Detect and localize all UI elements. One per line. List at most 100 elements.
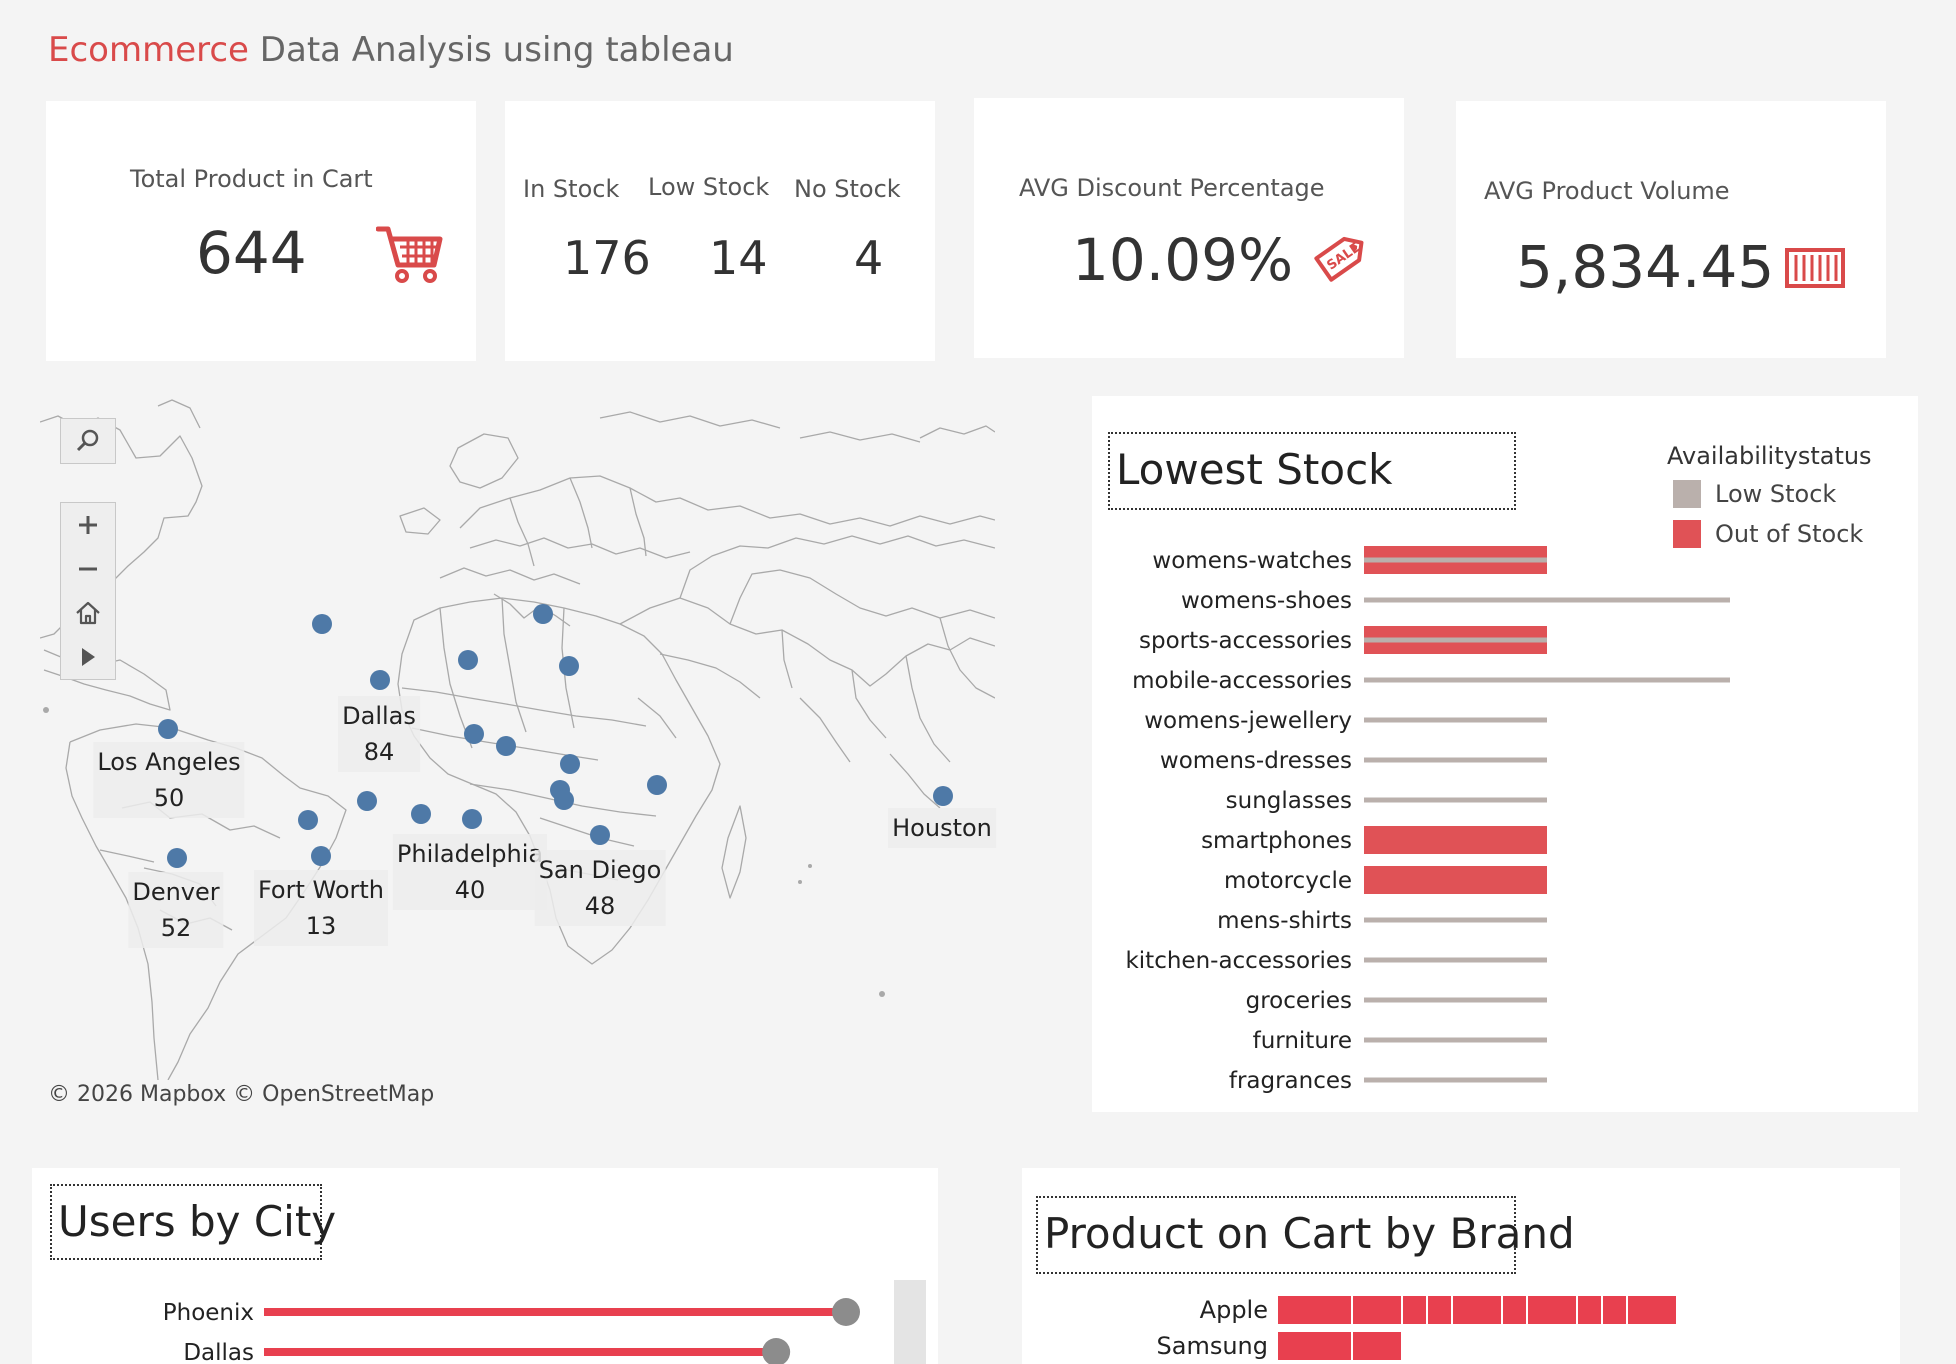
bar-out-of-stock[interactable]: [1364, 826, 1547, 854]
map-dot[interactable]: [158, 719, 178, 739]
map-label-value: 52: [160, 914, 192, 942]
map-dot[interactable]: [311, 846, 331, 866]
map-dot[interactable]: [464, 724, 484, 744]
brand-bar-segment[interactable]: [1353, 1296, 1401, 1324]
brand-bar-segment[interactable]: [1528, 1296, 1576, 1324]
map-credit: © 2026 Mapbox © OpenStreetMap: [48, 1082, 435, 1107]
lowest-stock-panel: Lowest Stock Availabilitystatus Low Stoc…: [1092, 396, 1918, 1112]
zoom-in-icon[interactable]: [61, 503, 115, 547]
kpi-card-discount: AVG Discount Percentage 10.09% SALE: [974, 98, 1404, 358]
bar-low-stock[interactable]: [1364, 677, 1730, 683]
map-dot[interactable]: [411, 804, 431, 824]
bar-low-stock[interactable]: [1364, 1037, 1547, 1043]
users-by-city-panel: Users by City Phoenix Dallas: [32, 1168, 938, 1364]
users-by-city-title: Users by City: [50, 1184, 336, 1260]
legend-swatch-out-of-stock: [1673, 520, 1701, 548]
kpi-discount-label: AVG Discount Percentage: [1019, 174, 1325, 202]
bar-low-stock[interactable]: [1364, 957, 1547, 963]
map-panel[interactable]: Dallas 84 Los Angeles 50 Denver 52 Fort …: [40, 398, 996, 1080]
map-label-value: 48: [584, 892, 616, 920]
map-dot[interactable]: [933, 786, 953, 806]
bar-low-stock[interactable]: [1364, 597, 1730, 603]
brand-bar-segment[interactable]: [1403, 1296, 1426, 1324]
bar-low-stock[interactable]: [1364, 757, 1547, 763]
city-bar[interactable]: [264, 1348, 777, 1356]
kpi-volume-label: AVG Product Volume: [1484, 177, 1730, 205]
bar-low-stock[interactable]: [1364, 797, 1547, 803]
kpi-cart-value: 644: [196, 219, 307, 287]
brand-bar-segment[interactable]: [1603, 1296, 1626, 1324]
brand-chart: Apple Samsung: [1157, 1296, 1676, 1360]
city-bar-end-marker[interactable]: [832, 1298, 860, 1326]
map-dot[interactable]: [357, 791, 377, 811]
map-label-value: 13: [305, 912, 337, 940]
play-icon[interactable]: [61, 635, 115, 679]
map-dot[interactable]: [312, 614, 332, 634]
bar-low-stock[interactable]: [1364, 997, 1547, 1003]
map-dot[interactable]: [462, 809, 482, 829]
brand-bar-segment[interactable]: [1503, 1296, 1526, 1324]
bar-low-stock[interactable]: [1364, 717, 1547, 723]
brand-bar-segment[interactable]: [1278, 1296, 1351, 1324]
brand-bar-segment[interactable]: [1278, 1332, 1351, 1360]
map-dot[interactable]: [590, 825, 610, 845]
zoom-out-icon[interactable]: [61, 547, 115, 591]
bar-low-stock[interactable]: [1364, 1077, 1547, 1083]
map-label-value: 50: [153, 784, 185, 812]
map-dot[interactable]: [167, 848, 187, 868]
brand-bar-segment[interactable]: [1353, 1332, 1401, 1360]
kpi-card-cart: Total Product in Cart 644: [46, 101, 476, 361]
map-label-dallas: Dallas 84: [338, 696, 420, 772]
kpi-no-stock-label: No Stock: [794, 175, 901, 203]
city-bar-end-marker[interactable]: [762, 1338, 791, 1364]
brand-label: Samsung: [1157, 1332, 1268, 1360]
city-label: Phoenix: [163, 1300, 254, 1326]
kpi-in-stock-value: 176: [563, 231, 651, 285]
kpi-card-stock: In Stock Low Stock No Stock 176 14 4: [505, 101, 935, 361]
bar-low-stock[interactable]: [1364, 637, 1547, 643]
kpi-low-stock-label: Low Stock: [648, 173, 770, 201]
legend-swatch-low-stock: [1673, 480, 1701, 508]
category-label: furniture: [1253, 1028, 1352, 1054]
map-dot[interactable]: [647, 775, 667, 795]
map-label-city: Dallas: [342, 702, 416, 730]
scrollbar[interactable]: [894, 1280, 926, 1364]
container-icon: [1785, 248, 1845, 288]
sale-tag-icon: SALE: [1314, 236, 1364, 282]
category-label: mens-shirts: [1217, 908, 1352, 934]
city-bar[interactable]: [264, 1308, 846, 1316]
brand-bar-segment[interactable]: [1628, 1296, 1676, 1324]
legend-item-out-of-stock[interactable]: Out of Stock: [1673, 520, 1863, 548]
map-label-city: Philadelphia: [396, 840, 544, 868]
category-label: kitchen-accessories: [1125, 948, 1352, 974]
category-label: womens-shoes: [1181, 588, 1352, 614]
lowest-stock-title: Lowest Stock: [1108, 432, 1516, 510]
category-label: mobile-accessories: [1132, 668, 1352, 694]
category-label: fragrances: [1229, 1068, 1352, 1094]
map-dot[interactable]: [496, 736, 516, 756]
map-dot[interactable]: [560, 754, 580, 774]
world-map: [40, 399, 995, 1080]
bar-low-stock[interactable]: [1364, 557, 1547, 563]
home-icon[interactable]: [61, 591, 115, 635]
brand-bar-segment[interactable]: [1428, 1296, 1451, 1324]
category-label: sports-accessories: [1139, 628, 1352, 654]
map-dot[interactable]: [554, 790, 574, 810]
map-dot[interactable]: [298, 810, 318, 830]
map-dot[interactable]: [370, 670, 390, 690]
map-dot[interactable]: [559, 656, 579, 676]
brand-bar-segment[interactable]: [1578, 1296, 1601, 1324]
bar-low-stock[interactable]: [1364, 917, 1547, 923]
bar-out-of-stock[interactable]: [1364, 866, 1547, 894]
legend-item-low-stock[interactable]: Low Stock: [1673, 480, 1836, 508]
map-dot[interactable]: [458, 650, 478, 670]
brand-bar-segment[interactable]: [1453, 1296, 1501, 1324]
kpi-volume-value: 5,834.45: [1516, 233, 1775, 301]
map-search-tool[interactable]: [60, 418, 116, 464]
category-label: smartphones: [1201, 828, 1352, 854]
search-icon[interactable]: [61, 419, 115, 463]
map-dot[interactable]: [533, 604, 553, 624]
map-label-city: San Diego: [538, 856, 662, 884]
brand-chart-title: Product on Cart by Brand: [1036, 1196, 1575, 1274]
map-label-city: Houston: [892, 814, 992, 842]
